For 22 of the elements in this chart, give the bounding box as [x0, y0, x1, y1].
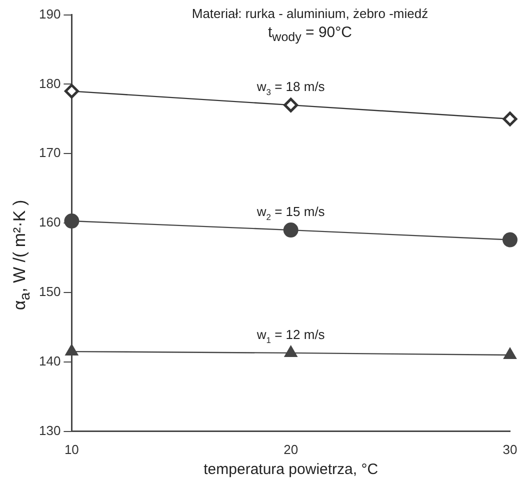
- y-tick-label: 140: [38, 354, 61, 369]
- y-tick-label: 170: [38, 145, 61, 160]
- y-tick-label: 150: [38, 284, 61, 300]
- x-tick-label: 10: [64, 442, 79, 457]
- y-tick-label: 190: [38, 6, 61, 22]
- point: [283, 222, 298, 238]
- point: [284, 345, 298, 357]
- point: [503, 348, 517, 360]
- y-tick-label: 180: [38, 76, 61, 91]
- point: [284, 98, 298, 112]
- x-tick-label: 30: [502, 442, 518, 457]
- x-axis-title: temperatura powietrza, °C: [204, 461, 378, 478]
- point: [502, 232, 518, 248]
- point: [64, 84, 79, 98]
- chart-title: Materiał: rurka - aluminium, żebro -miedź: [190, 6, 430, 21]
- x-tick-label: 20: [284, 442, 298, 457]
- point: [64, 214, 80, 229]
- point: [65, 344, 78, 356]
- y-tick-label: 160: [38, 214, 61, 230]
- y-tick-label: 130: [38, 422, 61, 438]
- point: [502, 112, 518, 126]
- text: t$_{wody}$ = 90°C: [267, 24, 353, 44]
